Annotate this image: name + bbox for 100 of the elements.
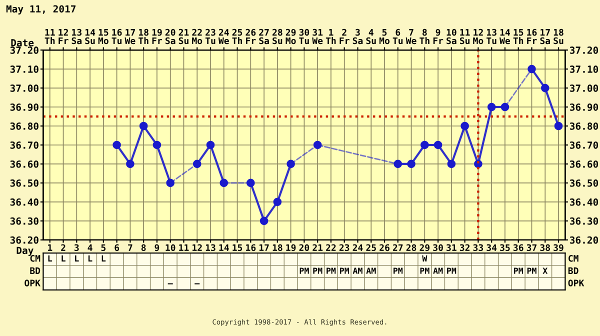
y2-tick-label: 36.90 — [570, 103, 598, 111]
x2-tick-label: 21 — [312, 244, 323, 251]
point — [152, 140, 162, 150]
x-tick-label: 23 Tu — [205, 28, 216, 44]
x-tick-label: 21 Su — [178, 28, 189, 44]
x2-tick-label: 2 — [61, 244, 66, 251]
x2-tick-label: 38 — [540, 244, 550, 252]
y2-tick-label: 36.70 — [570, 141, 598, 149]
y-tick-label: 36.90 — [10, 103, 38, 111]
x-tick-label: 10 Sa — [446, 28, 456, 44]
x-tick-label: 7 We — [406, 29, 416, 44]
x-tick-label: 20 Sa — [165, 28, 176, 44]
x-tick-label: 16 Tu — [112, 28, 122, 44]
point — [420, 140, 429, 150]
text: PM — [326, 268, 336, 274]
x-tick-label: 12 Fr — [58, 28, 68, 44]
text: PM — [340, 268, 350, 274]
x2-tick-label: 27 — [392, 244, 403, 251]
y-tick-label: 36.40 — [10, 198, 38, 206]
y2-tick-label: 36.30 — [570, 217, 598, 225]
point — [487, 102, 496, 112]
x-tick-label: 18 Th — [138, 28, 148, 44]
text: PM — [300, 268, 309, 274]
text: AM — [366, 268, 376, 274]
x2-tick-label: 6 — [114, 244, 120, 252]
x-tick-label: 26 Fr — [246, 28, 256, 44]
text: L — [88, 255, 92, 262]
y-tick-label: 37.20 — [10, 46, 38, 54]
x-tick-label: 3 Sa — [352, 28, 363, 44]
x-tick-label: 14 Su — [85, 29, 96, 44]
x2-tick-label: 31 — [446, 244, 456, 252]
x2-tick-label: 16 — [246, 244, 256, 252]
x2-tick-label: 39 — [554, 244, 564, 252]
x-tick-label: 8 Th — [420, 28, 430, 44]
point — [447, 160, 456, 168]
x2-tick-label: 5 — [101, 244, 106, 252]
y2-tick-label: 37.10 — [570, 66, 598, 73]
x-tick-label: 16 Fr — [527, 28, 537, 44]
x-tick-label: 24 We — [218, 28, 229, 44]
x2-tick-label: 19 — [286, 244, 296, 252]
x2-tick-label: 17 — [259, 244, 269, 251]
point — [286, 160, 295, 168]
x-axis-title: Date — [11, 39, 34, 46]
text: PM — [420, 268, 430, 274]
x2-tick-label: 7 — [128, 244, 132, 251]
text: L — [62, 255, 66, 262]
point — [112, 140, 121, 150]
point — [313, 140, 322, 150]
point — [460, 122, 469, 130]
category-label: OPK — [568, 280, 584, 286]
y-tick-label: 37.00 — [10, 84, 38, 92]
x-tick-label: 5 Mo — [379, 29, 390, 44]
x2-tick-label: 4 — [88, 244, 92, 251]
category-label: OPK — [24, 280, 40, 286]
category-label: BD — [30, 267, 40, 274]
category-label: CM — [30, 254, 40, 262]
y-tick-label: 36.70 — [10, 141, 38, 149]
x-tick-label: 15 Mo — [98, 29, 108, 44]
x2-tick-label: 23 — [339, 244, 350, 252]
x-tick-label: 28 Su — [272, 28, 282, 44]
x2-tick-label: 8 — [141, 244, 146, 252]
text: AM — [352, 268, 362, 274]
x2-tick-label: 26 — [380, 244, 390, 252]
x-tick-label: 12 Mo — [473, 28, 484, 44]
text: PM — [313, 268, 322, 274]
point — [192, 160, 202, 168]
x-tick-label: 11 Su — [460, 29, 470, 44]
x2-tick-label: 14 — [219, 244, 229, 251]
x-tick-label: 6 Tu — [392, 28, 403, 44]
x2-tick-label: 9 — [154, 244, 160, 252]
x2-tick-label: 22 — [326, 244, 336, 251]
x-tick-label: 27 Sa — [259, 28, 269, 44]
y2-tick-label: 36.60 — [570, 160, 598, 168]
point — [273, 198, 282, 206]
x2-axis-title: Day — [16, 246, 34, 256]
text: PM — [447, 268, 456, 274]
y-tick-label: 37.10 — [10, 66, 38, 73]
point — [407, 160, 416, 168]
x2-tick-label: 20 — [299, 244, 310, 252]
x2-tick-label: 18 — [272, 244, 282, 252]
chart-title: May 11, 2017 — [6, 5, 76, 14]
point — [220, 178, 228, 188]
point — [554, 122, 563, 130]
point — [500, 102, 510, 112]
text: L — [75, 255, 79, 262]
x-tick-label: 29 Mo — [286, 28, 296, 44]
y-tick-label: 36.50 — [10, 179, 38, 187]
x2-tick-label: 28 — [406, 244, 416, 252]
x2-tick-label: 13 — [206, 244, 216, 252]
text: L — [48, 255, 52, 262]
y-tick-label: 36.20 — [10, 236, 38, 244]
point — [394, 160, 402, 168]
x-tick-label: 11 Th — [44, 29, 55, 44]
x2-tick-label: 36 — [513, 244, 524, 252]
x-tick-label: 18 Su — [554, 28, 564, 44]
point — [540, 84, 550, 92]
point — [260, 216, 268, 226]
text: PM — [394, 268, 403, 274]
x-tick-label: 15 Th — [513, 29, 524, 44]
text: – — [168, 283, 173, 284]
